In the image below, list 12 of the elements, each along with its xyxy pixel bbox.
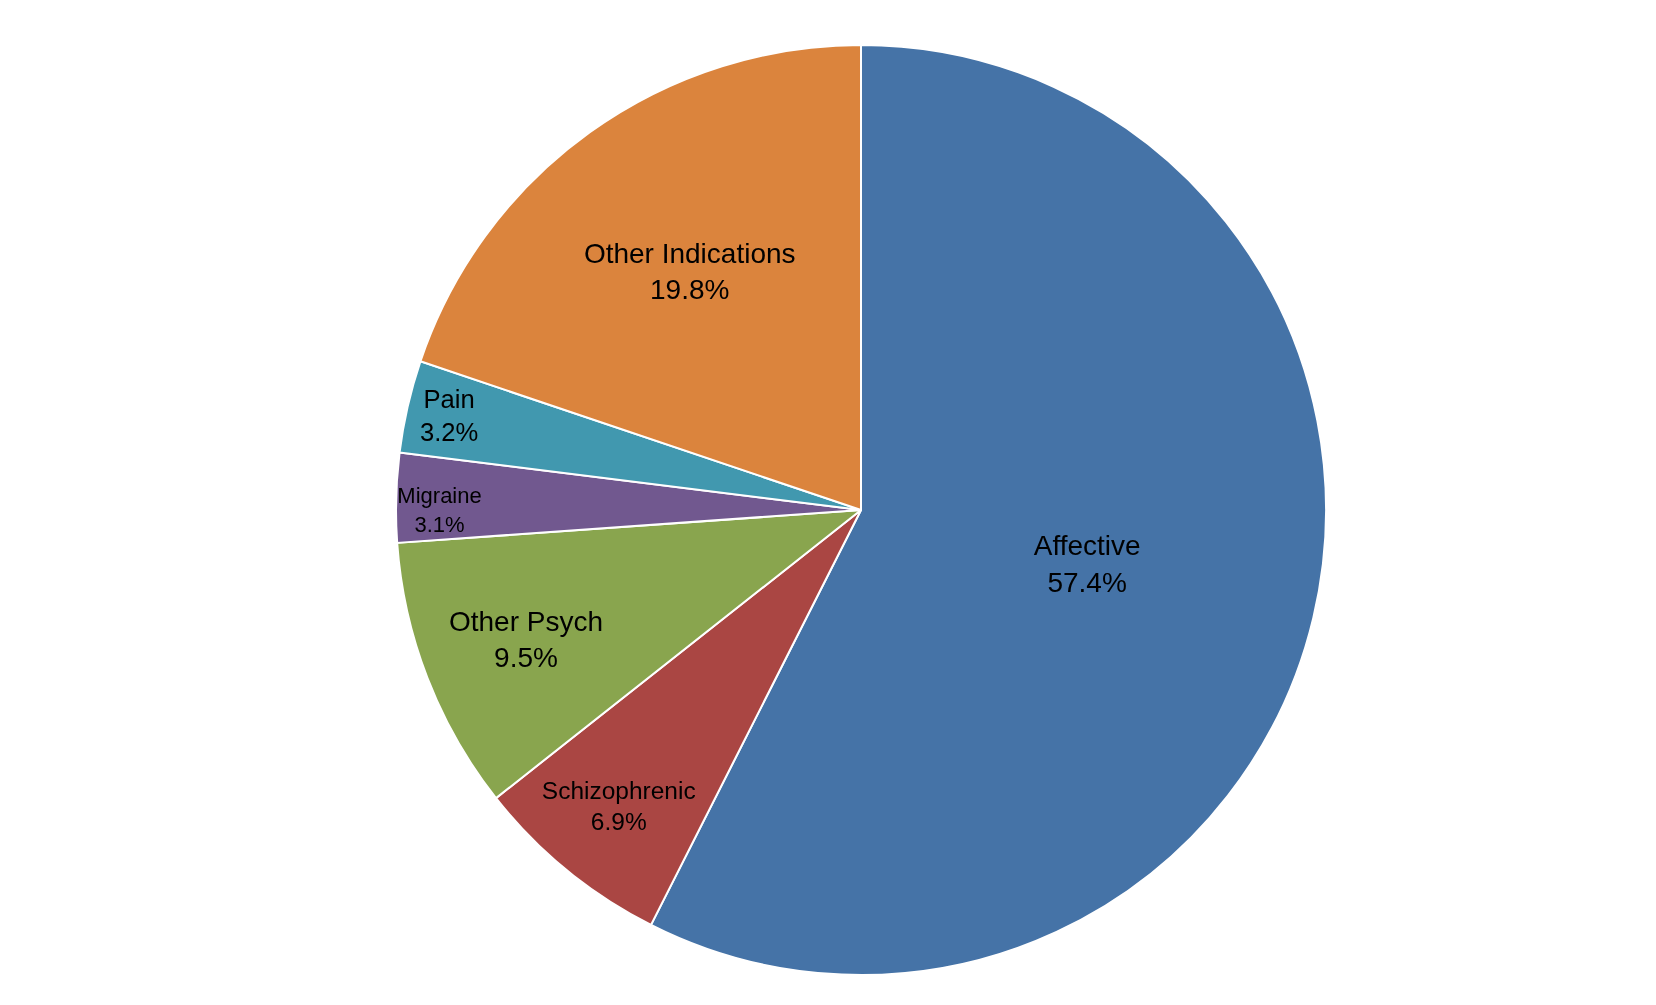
- data-label: 3.1%: [414, 511, 465, 537]
- slice-label: Migraine: [397, 483, 482, 509]
- data-label: 9.5%: [494, 642, 558, 674]
- slice-label: Other Psych: [448, 606, 604, 638]
- slice-label: Schizophrenic: [541, 776, 696, 804]
- data-label: 19.8%: [650, 274, 730, 306]
- slice-label: Affective: [1033, 530, 1141, 562]
- data-label: 3.2%: [419, 418, 479, 447]
- slice-label: Pain: [423, 384, 475, 413]
- data-label: 6.9%: [590, 808, 647, 836]
- slice-label: Other Indications: [583, 237, 796, 269]
- data-label: 57.4%: [1047, 566, 1127, 598]
